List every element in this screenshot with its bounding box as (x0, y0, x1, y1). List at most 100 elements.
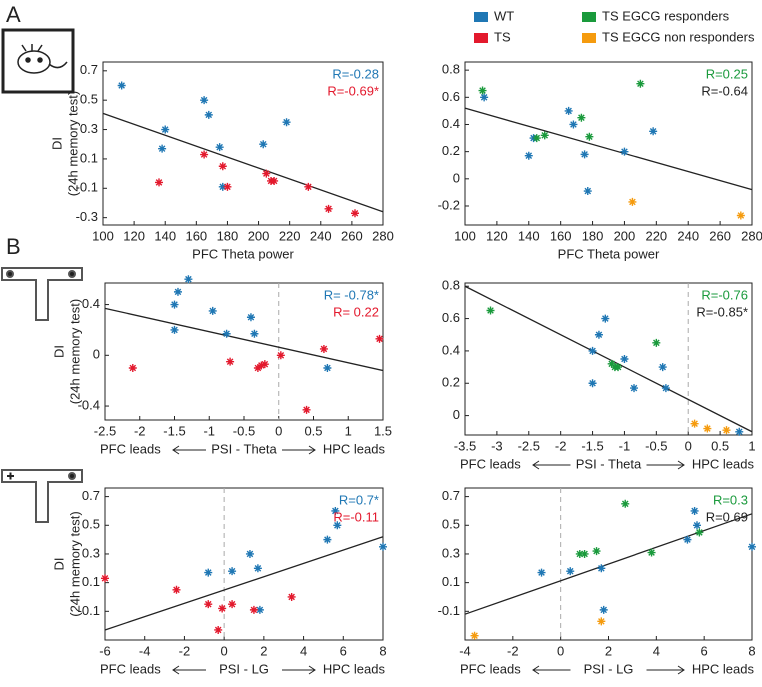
data-point (486, 306, 495, 315)
data-point (249, 605, 258, 614)
mouse-icon (1, 28, 75, 94)
x-tick-label: 220 (645, 228, 667, 243)
correlation-label: R=-0.64 (701, 83, 748, 98)
data-point (204, 600, 213, 609)
data-point (228, 567, 237, 576)
data-point (592, 547, 601, 556)
data-point (577, 113, 586, 122)
x-axis-label: PFC Theta power (558, 246, 660, 261)
data-point (690, 506, 699, 515)
data-point (161, 125, 170, 134)
data-point (537, 568, 546, 577)
y-tick-label: -0.2 (438, 197, 460, 212)
data-point (583, 187, 592, 196)
correlation-label: R=0.3 (713, 492, 748, 507)
y-tick-label: 0.1 (442, 574, 460, 589)
data-point (695, 528, 704, 537)
x-tick-label: -0.5 (645, 438, 667, 453)
data-point (532, 134, 541, 143)
data-point (630, 384, 639, 393)
x-tick-label: 0 (275, 423, 282, 438)
data-point (323, 535, 332, 544)
t-maze-icon (1, 267, 83, 321)
correlation-label: R=-0.85* (696, 304, 748, 319)
data-point (200, 150, 209, 159)
data-point (276, 351, 285, 360)
y-axis-label: (24h memory test) (67, 511, 82, 616)
data-point (128, 363, 137, 372)
data-point (245, 549, 254, 558)
y-tick-label: 0.6 (442, 310, 460, 325)
x-tick-label: 6 (701, 643, 708, 658)
y-tick-label: 0 (453, 170, 460, 185)
data-point (692, 521, 701, 530)
y-tick-label: 0.1 (82, 574, 100, 589)
data-point (620, 147, 629, 156)
data-point (287, 592, 296, 601)
panel-label: A (6, 2, 21, 27)
data-point (170, 300, 179, 309)
fit-line (102, 112, 384, 213)
x-tick-label: 120 (486, 228, 508, 243)
x-tick-label: 6 (340, 643, 347, 658)
panel-label: B (6, 234, 21, 259)
correlation-label: R=0.7* (339, 492, 379, 507)
x-tick-label: -6 (99, 643, 111, 658)
data-point (228, 600, 237, 609)
x-tick-label: 260 (341, 228, 363, 243)
x-tick-label: 180 (582, 228, 604, 243)
x-tick-label: 220 (279, 228, 301, 243)
data-point (253, 564, 262, 573)
plot-frame (104, 487, 384, 641)
x-tick-label: 0.5 (304, 423, 322, 438)
data-point (597, 564, 606, 573)
data-point (218, 604, 227, 613)
x-tick-label: 140 (518, 228, 540, 243)
legend-swatch (474, 12, 488, 22)
data-point (735, 427, 744, 436)
legend-label: TS EGCG non responders (602, 29, 755, 44)
data-point (597, 617, 606, 626)
data-point (722, 426, 731, 435)
data-point (260, 360, 269, 369)
correlation-label: R=-0.69* (327, 83, 379, 98)
data-point (250, 329, 259, 338)
x-tick-label: 0.5 (711, 438, 729, 453)
data-point (204, 110, 213, 119)
fit-line (464, 513, 753, 615)
data-point (683, 535, 692, 544)
data-point (580, 549, 589, 558)
data-point (599, 605, 608, 614)
x-tick-label: -2 (555, 438, 567, 453)
y-axis-label: DI (49, 137, 64, 150)
data-point (170, 325, 179, 334)
y-tick-label: 0.4 (442, 342, 460, 357)
data-point (101, 574, 109, 583)
data-point (218, 162, 227, 171)
data-point (647, 548, 656, 557)
x-tick-label: 140 (154, 228, 176, 243)
x-direction-label: HPC leads (692, 456, 755, 471)
x-tick-label: 180 (217, 228, 239, 243)
data-point (575, 549, 584, 558)
y-tick-label: 0.7 (442, 488, 460, 503)
correlation-label: R=-0.28 (332, 66, 379, 81)
data-point (173, 287, 182, 296)
x-direction-label: PFC leads (460, 456, 521, 471)
x-tick-label: 160 (185, 228, 207, 243)
data-point (569, 120, 578, 129)
data-point (204, 568, 213, 577)
data-point (580, 150, 589, 159)
y-tick-label: -0.1 (438, 603, 460, 618)
x-tick-label: -1 (203, 423, 215, 438)
y-tick-label: 0.3 (82, 545, 100, 560)
y-tick-label: 0.1 (80, 150, 98, 165)
data-point (172, 585, 181, 594)
fit-line (464, 107, 753, 191)
y-tick-label: 0 (453, 407, 460, 422)
x-direction-label: HPC leads (323, 441, 386, 456)
fit-line (104, 307, 384, 372)
x-tick-label: 240 (677, 228, 699, 243)
data-point (628, 197, 637, 206)
